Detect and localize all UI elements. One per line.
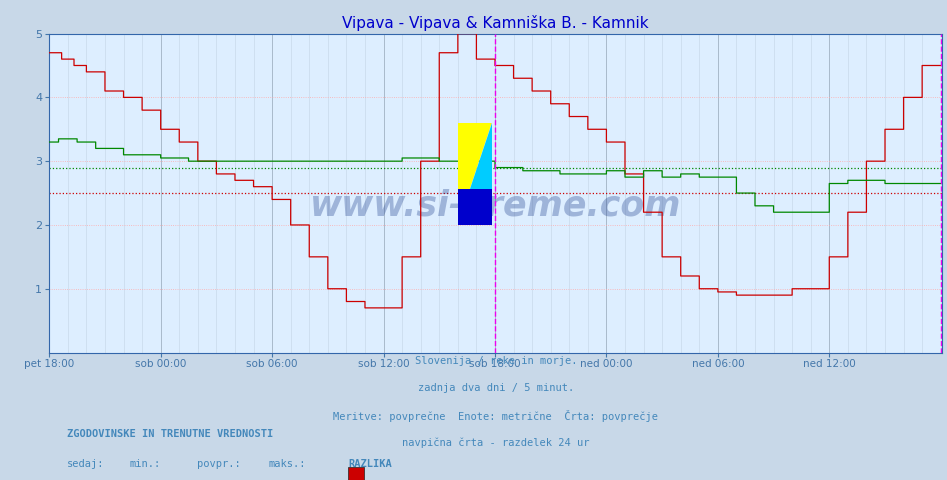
Text: Meritve: povprečne  Enote: metrične  Črta: povprečje: Meritve: povprečne Enote: metrične Črta:… — [333, 410, 658, 422]
Text: www.si-vreme.com: www.si-vreme.com — [310, 189, 682, 223]
Text: navpična črta - razdelek 24 ur: navpična črta - razdelek 24 ur — [402, 437, 589, 448]
FancyBboxPatch shape — [348, 467, 365, 480]
Text: ZGODOVINSKE IN TRENUTNE VREDNOSTI: ZGODOVINSKE IN TRENUTNE VREDNOSTI — [67, 429, 274, 439]
Text: zadnja dva dni / 5 minut.: zadnja dva dni / 5 minut. — [418, 383, 574, 393]
Text: min.:: min.: — [130, 459, 161, 469]
Text: RAZLIKA: RAZLIKA — [348, 459, 392, 469]
Text: sedaj:: sedaj: — [67, 459, 104, 469]
Text: povpr.:: povpr.: — [197, 459, 241, 469]
Text: maks.:: maks.: — [268, 459, 306, 469]
Title: Vipava - Vipava & Kamniška B. - Kamnik: Vipava - Vipava & Kamniška B. - Kamnik — [343, 15, 649, 31]
Text: Slovenija / reke in morje.: Slovenija / reke in morje. — [415, 356, 577, 366]
